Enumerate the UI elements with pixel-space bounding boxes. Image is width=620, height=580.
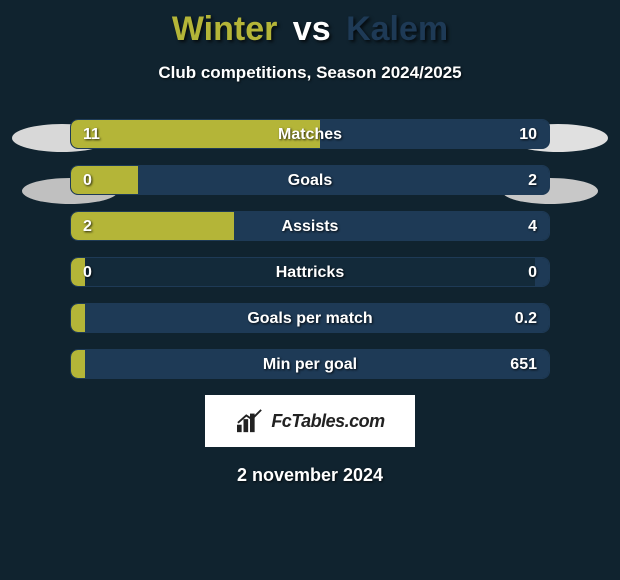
subtitle: Club competitions, Season 2024/2025 — [0, 63, 620, 83]
stat-row: 651Min per goal — [70, 349, 550, 379]
stat-label: Hattricks — [71, 258, 549, 287]
stat-row: 24Assists — [70, 211, 550, 241]
stat-row: 00Hattricks — [70, 257, 550, 287]
comparison-title: Winter vs Kalem — [0, 0, 620, 49]
stat-row: 02Goals — [70, 165, 550, 195]
stat-bars-container: 1110Matches 02Goals 24Assists 00Hattricks 0.… — [70, 119, 550, 379]
player2-name: Kalem — [346, 10, 448, 48]
vs-text: vs — [293, 10, 331, 48]
stat-label: Min per goal — [71, 350, 549, 379]
player1-name: Winter — [172, 10, 277, 48]
stat-label: Goals per match — [71, 304, 549, 333]
stat-row: 1110Matches — [70, 119, 550, 149]
date-line: 2 november 2024 — [0, 465, 620, 486]
chart-icon — [235, 408, 265, 434]
brand-box: FcTables.com — [205, 395, 415, 447]
stat-label: Assists — [71, 212, 549, 241]
stat-label: Matches — [71, 120, 549, 149]
stat-label: Goals — [71, 166, 549, 195]
brand-text: FcTables.com — [271, 411, 384, 432]
stat-row: 0.2Goals per match — [70, 303, 550, 333]
